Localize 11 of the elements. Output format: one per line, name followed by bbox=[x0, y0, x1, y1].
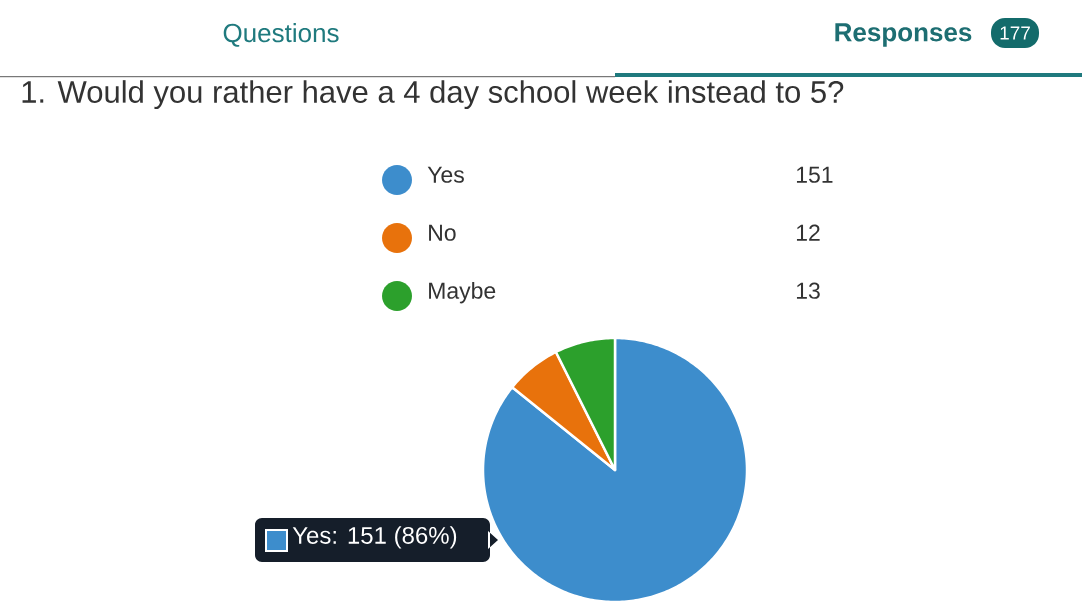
text: 177 bbox=[1000, 26, 1030, 40]
data-label: 12 bbox=[796, 224, 820, 241]
data-label: 151 bbox=[796, 166, 833, 183]
data-label: 13 bbox=[796, 282, 820, 299]
legend-label: No bbox=[429, 224, 456, 241]
legend-label: Yes bbox=[427, 166, 464, 183]
chart-title: 1. Would you rather have a 4 day school week instead to 5? bbox=[22, 80, 844, 110]
text: Yes: 151 (86%) bbox=[292, 526, 457, 549]
text: Responses bbox=[835, 23, 972, 47]
legend-label: Maybe bbox=[429, 281, 496, 304]
text: Questions bbox=[223, 23, 339, 47]
